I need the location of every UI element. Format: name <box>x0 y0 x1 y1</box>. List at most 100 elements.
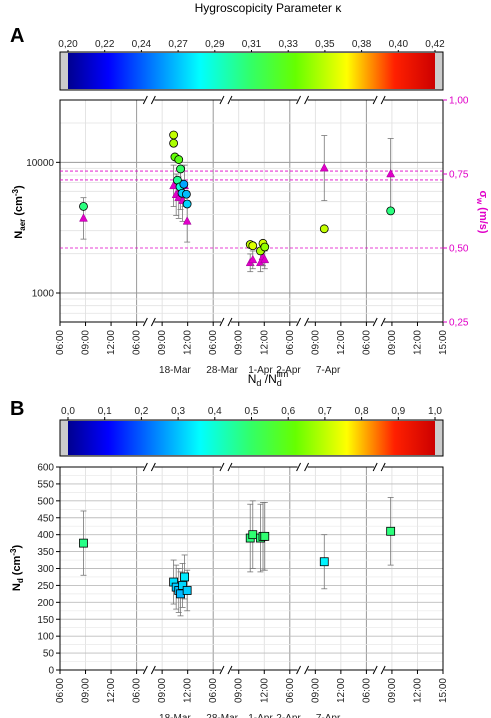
y-tick-label: 350 <box>37 547 54 558</box>
colorbar-tick-label: 0,24 <box>132 39 152 50</box>
axis-break-gap <box>144 97 155 103</box>
day-label: 2-Apr <box>276 365 301 376</box>
naer-circle <box>182 199 192 209</box>
nd-square <box>260 531 270 541</box>
colorbar-tick-label: 0,2 <box>134 406 148 417</box>
sigma-w-triangle <box>248 254 258 264</box>
x-tick-label: 06:00 <box>208 678 219 703</box>
naer-circle <box>169 138 179 148</box>
x-tick-label: 09:00 <box>234 678 245 703</box>
colorbar-tick-label: 0,33 <box>278 39 298 50</box>
axis-break-mark <box>219 665 225 675</box>
colorbar-tick-label: 0,1 <box>98 406 112 417</box>
axis-break-mark <box>142 665 148 675</box>
panel-a: A Hygroscopicity Parameter κ 0,20 0,22 0,2… <box>10 1 489 376</box>
y-tick-label: 200 <box>37 598 54 609</box>
axis-break-gap <box>220 464 231 470</box>
x-tick-label: 06:00 <box>55 330 66 355</box>
colorbar-b-ticks: 0,0 0,1 0,2 0,3 0,4 0,5 0,6 0,7 0,8 0,9 1,0 <box>61 406 442 422</box>
sigma-w-triangle <box>182 216 192 225</box>
naer-circle <box>248 241 258 251</box>
axis-break-mark <box>219 95 225 105</box>
day-label: 18-Mar <box>159 365 191 376</box>
colorbar-tick-label: 0,9 <box>391 406 405 417</box>
x-tick-label: 12:00 <box>336 678 347 703</box>
colorbar-tick-label: 0,4 <box>208 406 222 417</box>
right-tick-label: 1,00 <box>449 96 469 107</box>
nd-square <box>182 586 192 595</box>
y-tick-label: 50 <box>43 649 55 660</box>
y-tick-label: 500 <box>37 496 54 507</box>
nd-square <box>178 581 187 590</box>
axis-break-mark <box>296 95 302 105</box>
x-tick-label: 09:00 <box>157 330 168 355</box>
axis-break-mark <box>142 462 148 472</box>
axis-break-mark <box>372 317 378 327</box>
axis-break-mark <box>219 317 225 327</box>
axis-break-gap <box>220 319 231 325</box>
axis-break-mark <box>304 317 310 327</box>
axis-break-gap <box>374 667 385 673</box>
nd-square <box>248 530 258 540</box>
colorbar-tick-label: 0,38 <box>352 39 372 50</box>
x-tick-label: 06:00 <box>361 330 372 355</box>
colorbar-tick-label: 0,40 <box>389 39 409 50</box>
x-tick-label: 12:00 <box>106 330 117 355</box>
axis-break-mark <box>380 462 386 472</box>
sigma-w-triangle <box>79 213 88 222</box>
plot-a-ylabel-right: σw (m/s) <box>475 190 489 233</box>
y-tick-label: 1000 <box>32 289 55 300</box>
axis-break-mark <box>227 462 233 472</box>
x-tick-label: 09:00 <box>387 330 398 355</box>
naer-circle <box>174 155 184 164</box>
y-tick-label: 150 <box>37 615 54 626</box>
axis-break-gap <box>374 319 385 325</box>
colorbar-tick-label: 0,20 <box>58 39 78 50</box>
axis-break-mark <box>372 462 378 472</box>
x-tick-label: 12:00 <box>412 678 423 703</box>
x-tick-label: 06:00 <box>285 330 296 355</box>
x-tick-label: 12:00 <box>183 678 194 703</box>
plot-a-grid <box>59 99 444 323</box>
day-label: 7-Apr <box>316 713 341 718</box>
day-label: 28-Mar <box>206 713 238 718</box>
axis-break-mark <box>296 317 302 327</box>
x-tick-label: 09:00 <box>81 678 92 703</box>
colorbar-tick-label: 0,42 <box>425 39 445 50</box>
axis-break-mark <box>380 317 386 327</box>
plot-a-frame <box>59 99 444 323</box>
naer-circle <box>319 224 329 234</box>
colorbar-tick-label: 0,6 <box>281 406 295 417</box>
x-tick-label: 12:00 <box>336 330 347 355</box>
axis-break-mark <box>304 95 310 105</box>
x-tick-label: 09:00 <box>310 678 321 703</box>
x-tick-label: 06:00 <box>132 330 143 355</box>
axis-break-gap <box>374 464 385 470</box>
plot-a-ylabel-left: Naer (cm-3) <box>11 185 27 239</box>
axis-break-mark <box>142 95 148 105</box>
axis-break-mark <box>150 95 156 105</box>
x-tick-label: 12:00 <box>412 330 423 355</box>
x-tick-label: 12:00 <box>183 330 194 355</box>
y-tick-label: 400 <box>37 530 54 541</box>
plot-b-axis-breaks <box>142 462 386 675</box>
naer-circle <box>386 206 396 216</box>
naer-circles <box>79 130 396 256</box>
axis-break-mark <box>380 665 386 675</box>
x-tick-label: 06:00 <box>285 678 296 703</box>
colorbar-a-title: Hygroscopicity Parameter κ <box>195 1 343 15</box>
day-label: 1-Apr <box>248 713 273 718</box>
colorbar-tick-label: 0,27 <box>168 39 188 50</box>
axis-break-mark <box>150 462 156 472</box>
axis-break-mark <box>142 317 148 327</box>
colorbar-tick-label: 0,3 <box>171 406 185 417</box>
colorbar-tick-label: 0,31 <box>242 39 262 50</box>
nd-square <box>79 538 88 548</box>
sigma-w-triangle <box>260 254 270 264</box>
axis-break-mark <box>304 665 310 675</box>
colorbar-tick-label: 0,35 <box>315 39 335 50</box>
day-label: 18-Mar <box>159 713 191 718</box>
x-tick-label: 15:00 <box>438 678 449 703</box>
colorbar-tick-label: 0,22 <box>95 39 115 50</box>
